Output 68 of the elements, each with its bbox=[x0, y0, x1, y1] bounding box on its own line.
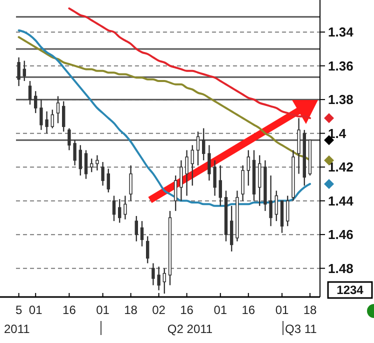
candlestick bbox=[286, 195, 290, 227]
candlestick bbox=[246, 150, 250, 186]
candlestick bbox=[146, 236, 150, 264]
candlestick bbox=[230, 205, 234, 252]
candlestick bbox=[157, 266, 160, 291]
y-tick-label: 1.44 bbox=[328, 193, 354, 208]
y-tick-label: 1.4 bbox=[328, 126, 347, 141]
candlestick bbox=[62, 100, 66, 132]
candlestick bbox=[208, 144, 211, 182]
candlestick bbox=[50, 109, 54, 129]
candlestick bbox=[134, 215, 138, 242]
candlestick bbox=[90, 158, 94, 173]
candlestick bbox=[112, 195, 116, 222]
x-tick-label: 16 bbox=[62, 303, 76, 317]
x-tick-label: 18 bbox=[124, 303, 138, 317]
x-tick-label: 01 bbox=[28, 303, 43, 317]
candlestick bbox=[190, 144, 194, 186]
candlestick bbox=[258, 154, 262, 206]
text: 2011 bbox=[4, 322, 30, 336]
candlestick bbox=[68, 128, 71, 151]
text: Q3 11 bbox=[285, 322, 318, 336]
candlestick bbox=[101, 161, 104, 186]
line-series bbox=[18, 36, 311, 162]
candlestick bbox=[28, 80, 32, 106]
candlestick bbox=[78, 144, 82, 176]
candlestick bbox=[22, 60, 26, 82]
candlestick bbox=[129, 164, 132, 202]
x-tick-label: 16 bbox=[242, 303, 256, 317]
candlestick bbox=[162, 268, 166, 294]
y-tick-label: 1.42 bbox=[328, 160, 354, 175]
candlestick bbox=[196, 131, 200, 166]
text: 1234 bbox=[336, 283, 364, 297]
candlestick bbox=[297, 118, 300, 174]
x-tick-label: 18 bbox=[303, 303, 317, 317]
y-tick-label: 1.34 bbox=[328, 24, 354, 40]
candlestick bbox=[269, 174, 272, 227]
candlestick bbox=[202, 128, 206, 161]
y-tick-label: 1.46 bbox=[328, 227, 354, 242]
x-tick-label: 01 bbox=[214, 303, 228, 317]
candlestick bbox=[118, 198, 122, 224]
x-tick-label: 5 bbox=[15, 303, 22, 317]
candlestick bbox=[96, 154, 99, 172]
x-tick-label: 01 bbox=[96, 303, 110, 317]
candlestick bbox=[17, 56, 20, 87]
candlestick bbox=[241, 164, 244, 202]
y-tick-label: 1.48 bbox=[328, 260, 354, 276]
candlestick bbox=[40, 98, 43, 131]
candlestick bbox=[73, 139, 76, 166]
candlestick bbox=[84, 150, 88, 180]
candlestick bbox=[185, 150, 188, 196]
candlestick bbox=[140, 220, 144, 247]
y-tick-label: 1.38 bbox=[328, 92, 354, 108]
candlestick bbox=[106, 168, 110, 193]
text: Q2 2011 bbox=[167, 322, 213, 336]
candlestick bbox=[218, 164, 222, 206]
candlestick bbox=[274, 190, 278, 222]
candlestick bbox=[56, 96, 60, 124]
candlestick bbox=[213, 160, 216, 196]
y-tick-label: 1.36 bbox=[328, 58, 354, 74]
candlestick bbox=[180, 160, 183, 202]
candlestick bbox=[152, 262, 155, 286]
candlestick bbox=[174, 174, 178, 212]
x-tick-label: 02 bbox=[152, 303, 166, 317]
candlestick bbox=[34, 90, 38, 114]
candlestick bbox=[124, 195, 127, 220]
x-tick-label: 16 bbox=[180, 303, 194, 317]
x-tick-label: 01 bbox=[275, 303, 289, 317]
candlestick bbox=[45, 110, 48, 134]
